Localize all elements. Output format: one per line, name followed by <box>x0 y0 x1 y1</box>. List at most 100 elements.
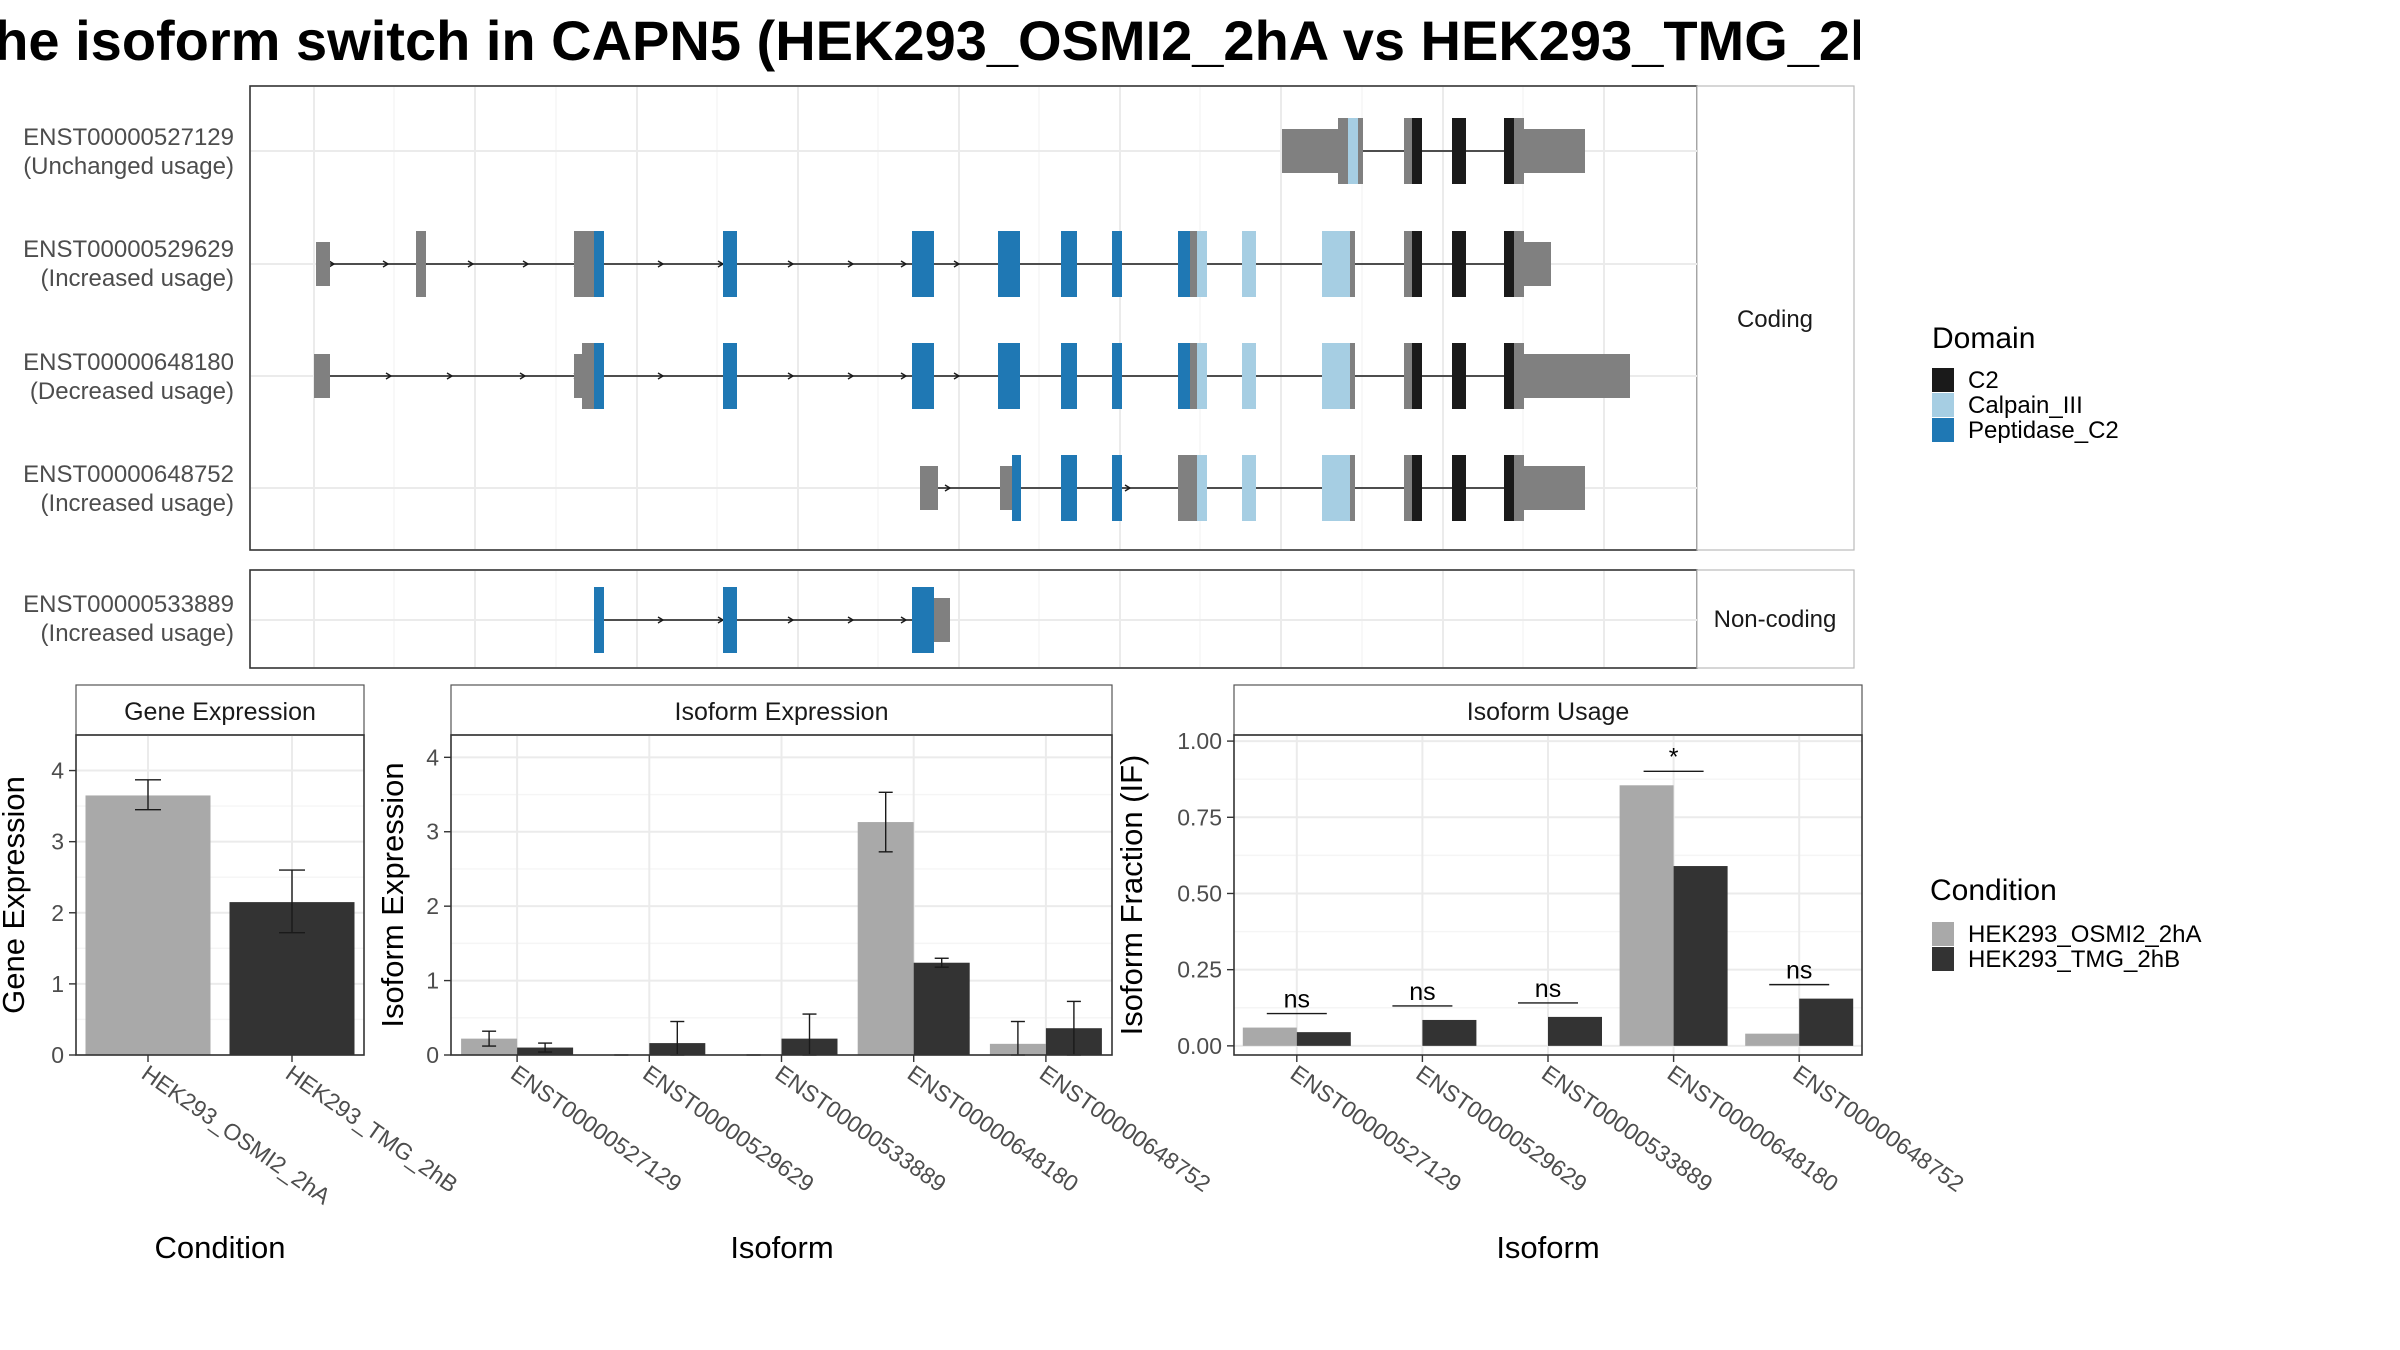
exon-peptidase-c2 <box>1012 455 1021 521</box>
structure-tracks <box>314 118 1630 653</box>
exon-utr <box>1524 129 1585 173</box>
panel-frame <box>75 734 365 1056</box>
panel-strip-title: Isoform Usage <box>1467 698 1630 726</box>
exon-peptidase-c2 <box>912 343 934 409</box>
y-tick-label: 0 <box>426 1042 439 1068</box>
direction-arrow <box>519 372 527 380</box>
direction-arrow <box>900 260 908 268</box>
transcript-label-5-usage: (Increased usage) <box>41 620 234 647</box>
exon-calpain-iii <box>1197 455 1207 521</box>
x-axis-title: Condition <box>155 1230 286 1265</box>
bar <box>1799 998 1854 1046</box>
exon-peptidase-c2 <box>998 231 1020 297</box>
exon-c2 <box>1412 455 1422 521</box>
exon-utr <box>314 354 330 398</box>
exon-c2 <box>1452 455 1466 521</box>
bar <box>461 1038 518 1055</box>
bar <box>1242 1027 1297 1046</box>
exon-utr <box>1282 129 1338 173</box>
exon-calpain-iii <box>1197 231 1207 297</box>
transcript-label-1-id: ENST00000527129 <box>23 124 234 151</box>
exon-utr <box>574 354 582 398</box>
domain-legend: Domain C2 Calpain_III Peptidase_C2 <box>1932 322 2119 444</box>
direction-arrow <box>467 260 475 268</box>
bar <box>1745 1033 1800 1046</box>
coding-facet-strip <box>1696 85 1855 551</box>
y-tick-label: 3 <box>426 819 439 845</box>
exon-peptidase-c2 <box>1061 343 1077 409</box>
condition-legend-title: Condition <box>1930 874 2057 907</box>
y-tick-label: 0 <box>51 1042 64 1068</box>
bar <box>1422 1019 1477 1046</box>
exon-peptidase-c2 <box>1112 343 1122 409</box>
exon-calpain-iii <box>1322 455 1350 521</box>
significance-label: ns <box>1284 986 1310 1014</box>
exon-utr <box>1350 231 1355 297</box>
direction-arrow <box>787 260 795 268</box>
direction-arrow <box>385 372 393 380</box>
legend-swatch-calpain-iii <box>1932 393 1954 417</box>
exon-calpain-iii <box>1242 343 1256 409</box>
bar <box>1548 1016 1602 1046</box>
direction-arrow <box>787 616 795 624</box>
bar <box>913 962 970 1055</box>
panel-strip <box>75 684 365 736</box>
y-tick-label: 0.00 <box>1177 1033 1222 1059</box>
exon-utr <box>316 242 330 286</box>
bar <box>1673 866 1728 1046</box>
exon-peptidase-c2 <box>912 231 934 297</box>
bar <box>1619 785 1674 1046</box>
exon-utr <box>920 466 938 510</box>
exon-utr <box>1404 455 1412 521</box>
direction-arrow <box>847 260 855 268</box>
legend-swatch-peptidase-c2 <box>1932 418 1954 442</box>
transcript-label-4-id: ENST00000648752 <box>23 461 234 488</box>
exon-utr <box>1524 354 1630 398</box>
exon-calpain-iii <box>1242 231 1256 297</box>
plot-title: The isoform switch in CAPN5 (HEK293_OSMI… <box>0 9 1860 72</box>
transcript-label-5-id: ENST00000533889 <box>23 591 234 618</box>
y-tick-label: 0.50 <box>1177 880 1222 906</box>
direction-arrow <box>657 372 665 380</box>
exon-c2 <box>1452 343 1466 409</box>
exon-c2 <box>1452 231 1466 297</box>
transcript-label-1-usage: (Unchanged usage) <box>23 153 234 180</box>
bar-chart-2: Isoform Expression01234ENST00000527129EN… <box>375 684 1215 1265</box>
legend-label-tmg: HEK293_TMG_2hB <box>1968 946 2180 973</box>
direction-arrow <box>657 616 665 624</box>
y-tick-label: 0.75 <box>1177 804 1222 830</box>
direction-arrow <box>328 260 336 268</box>
legend-label-peptidase-c2: Peptidase_C2 <box>1968 417 2119 444</box>
direction-arrow <box>900 616 908 624</box>
y-tick-label: 1 <box>51 971 64 997</box>
exon-utr <box>1404 231 1412 297</box>
transcript-track <box>920 455 1585 521</box>
direction-arrow <box>900 372 908 380</box>
exon-utr <box>1358 118 1363 184</box>
exon-c2 <box>1504 455 1514 521</box>
condition-legend: Condition HEK293_OSMI2_2hA HEK293_TMG_2h… <box>1930 874 2201 973</box>
exon-peptidase-c2 <box>1061 231 1077 297</box>
exon-utr <box>1190 343 1197 409</box>
exon-peptidase-c2 <box>723 587 737 653</box>
panel-strip-title: Gene Expression <box>124 698 316 726</box>
direction-arrow <box>847 616 855 624</box>
exon-c2 <box>1412 343 1422 409</box>
y-tick-label: 2 <box>426 893 439 919</box>
bar <box>1296 1032 1351 1046</box>
y-axis-title: Isoform Expression <box>375 762 410 1027</box>
panel-strip-title: Isoform Expression <box>675 698 889 726</box>
direction-arrow <box>657 260 665 268</box>
transcript-track <box>1282 118 1585 184</box>
significance-label: * <box>1669 743 1679 771</box>
x-axis-title: Isoform <box>1496 1230 1599 1265</box>
exon-peptidase-c2 <box>723 231 737 297</box>
legend-swatch-tmg <box>1932 947 1954 971</box>
exon-c2 <box>1412 231 1422 297</box>
legend-swatch-osmi2 <box>1932 922 1954 946</box>
noncoding-facet-label: Non-coding <box>1714 606 1837 633</box>
exon-c2 <box>1412 118 1422 184</box>
exon-utr <box>1338 118 1348 184</box>
exon-utr <box>574 231 594 297</box>
